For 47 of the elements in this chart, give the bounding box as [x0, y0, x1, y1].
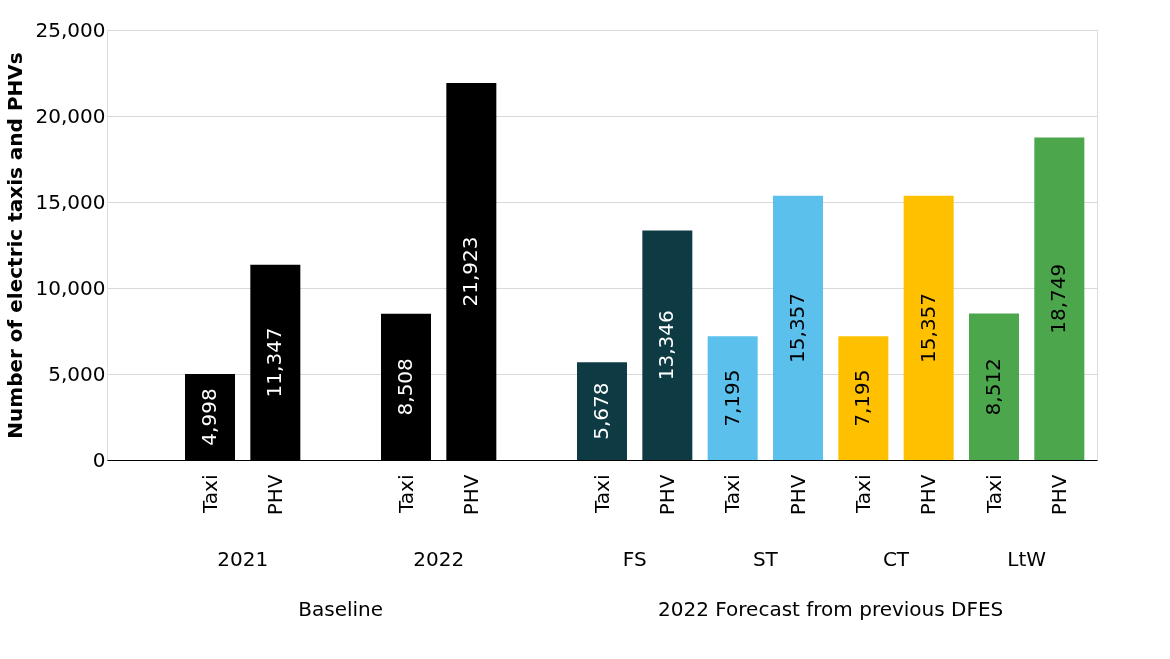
data-label: 15,357	[785, 292, 809, 363]
bar	[969, 313, 1019, 460]
text: Baseline	[298, 597, 384, 621]
data-label: 13,346	[654, 310, 679, 381]
bar	[773, 195, 823, 460]
data-label: 21,923	[458, 236, 483, 307]
text: ST	[752, 547, 779, 571]
y-tick-label: 10,000	[35, 275, 106, 300]
x-tick-label: PHV	[654, 474, 679, 516]
y-tick-label: 15,000	[35, 189, 106, 214]
x-tick-label: Taxi	[393, 474, 418, 515]
y-axis-title: Number of electric taxis and PHVs	[2, 52, 27, 439]
bar	[1034, 137, 1085, 460]
x-tick-label: PHV	[916, 474, 941, 516]
y-tick-label: 5,000	[48, 361, 106, 386]
data-label: 5,678	[589, 382, 613, 440]
y-tick-label: 25,000	[35, 17, 106, 42]
x-tick-label: Taxi	[850, 474, 875, 515]
text: FS	[622, 547, 647, 571]
data-label: 4,998	[197, 388, 221, 446]
bar	[707, 336, 758, 460]
text: LtW	[1007, 547, 1047, 571]
x-tick-label: Taxi	[981, 474, 1006, 515]
x-tick-label: Taxi	[589, 474, 614, 515]
text: CT	[882, 547, 910, 571]
text: 2022	[413, 547, 465, 571]
x-tick-label: PHV	[458, 474, 483, 516]
bar	[642, 230, 693, 460]
y-tick-label: 20,000	[35, 103, 106, 128]
data-label: 15,357	[915, 292, 940, 363]
data-label: 7,195	[850, 369, 875, 427]
text: 2022 Forecast from previous DFES	[658, 597, 1004, 621]
x-tick-label: PHV	[785, 474, 810, 516]
x-tick-label: PHV	[262, 474, 287, 516]
x-tick-label: PHV	[1046, 474, 1071, 516]
data-label: 8,508	[393, 358, 417, 416]
y-tick-label: 0	[92, 447, 106, 472]
x-tick-label: Taxi	[720, 474, 745, 515]
data-label: 8,512	[981, 358, 1005, 416]
x-tick-label: Taxi	[197, 474, 222, 515]
bar	[903, 195, 954, 460]
bar	[577, 362, 627, 460]
data-label: 11,347	[262, 327, 287, 398]
text: 2021	[217, 547, 269, 571]
data-label: 18,749	[1046, 263, 1071, 334]
bar	[838, 336, 889, 460]
data-label: 7,195	[719, 369, 744, 427]
